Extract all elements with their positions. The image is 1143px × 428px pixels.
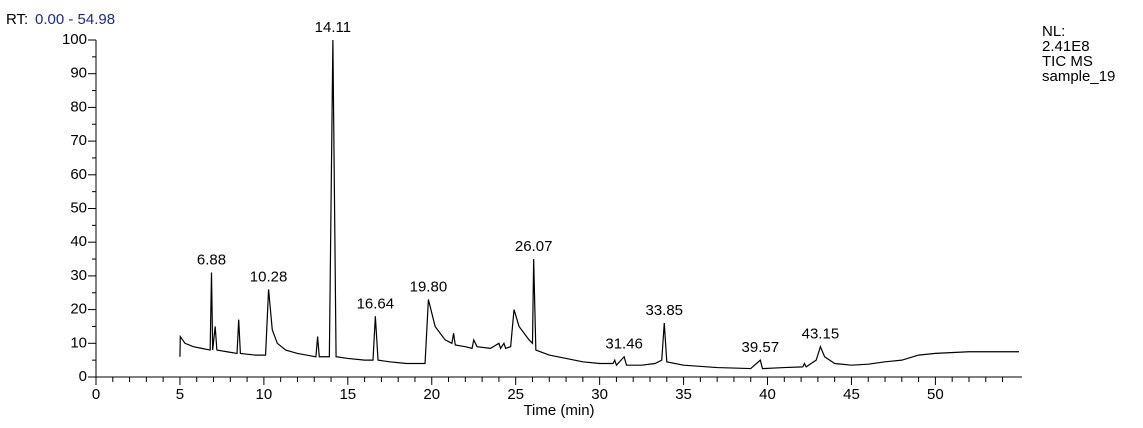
- y-tick-label: 20: [70, 301, 87, 318]
- x-tick-label: 5: [176, 386, 184, 403]
- y-tick-label: 40: [70, 233, 87, 250]
- y-tick-label: 60: [70, 166, 87, 183]
- y-tick-label: 30: [70, 267, 87, 284]
- rt-range: 0.00 - 54.98: [35, 11, 115, 28]
- y-tick-label: 90: [70, 65, 87, 82]
- y-tick-label: 80: [70, 98, 87, 115]
- x-tick-label: 50: [927, 386, 944, 403]
- x-tick-label: 15: [339, 386, 356, 403]
- x-tick-label: 40: [759, 386, 776, 403]
- x-tick-label: 45: [843, 386, 860, 403]
- info-line: TIC MS: [1042, 53, 1093, 70]
- peak-label: 33.85: [645, 302, 683, 319]
- x-tick-label: 25: [507, 386, 524, 403]
- info-line: 2.41E8: [1042, 38, 1090, 55]
- x-tick-label: 10: [256, 386, 273, 403]
- peak-label: 6.88: [197, 251, 226, 268]
- peak-label: 43.15: [802, 326, 840, 343]
- x-tick-label: 0: [92, 386, 100, 403]
- peak-label: 14.11: [315, 19, 351, 36]
- x-tick-label: 20: [423, 386, 440, 403]
- y-tick-label: 50: [70, 199, 87, 216]
- peak-label: 26.07: [515, 238, 553, 255]
- x-axis-label: Time (min): [523, 402, 594, 419]
- rt-label: RT:: [6, 11, 28, 28]
- peak-label: 19.80: [410, 278, 448, 295]
- info-line: sample_19: [1042, 68, 1115, 85]
- peak-label: 16.64: [357, 295, 395, 312]
- x-tick-label: 35: [675, 386, 692, 403]
- y-tick-label: 10: [70, 334, 87, 351]
- y-tick-label: 0: [79, 368, 87, 385]
- info-line: NL:: [1042, 23, 1065, 40]
- peak-label: 31.46: [605, 336, 643, 353]
- trace: [179, 39, 1019, 370]
- peak-label: 39.57: [742, 339, 780, 356]
- y-tick-label: 70: [70, 132, 87, 149]
- peak-label: 10.28: [250, 268, 288, 285]
- y-tick-label: 100: [62, 31, 87, 48]
- x-tick-label: 30: [591, 386, 608, 403]
